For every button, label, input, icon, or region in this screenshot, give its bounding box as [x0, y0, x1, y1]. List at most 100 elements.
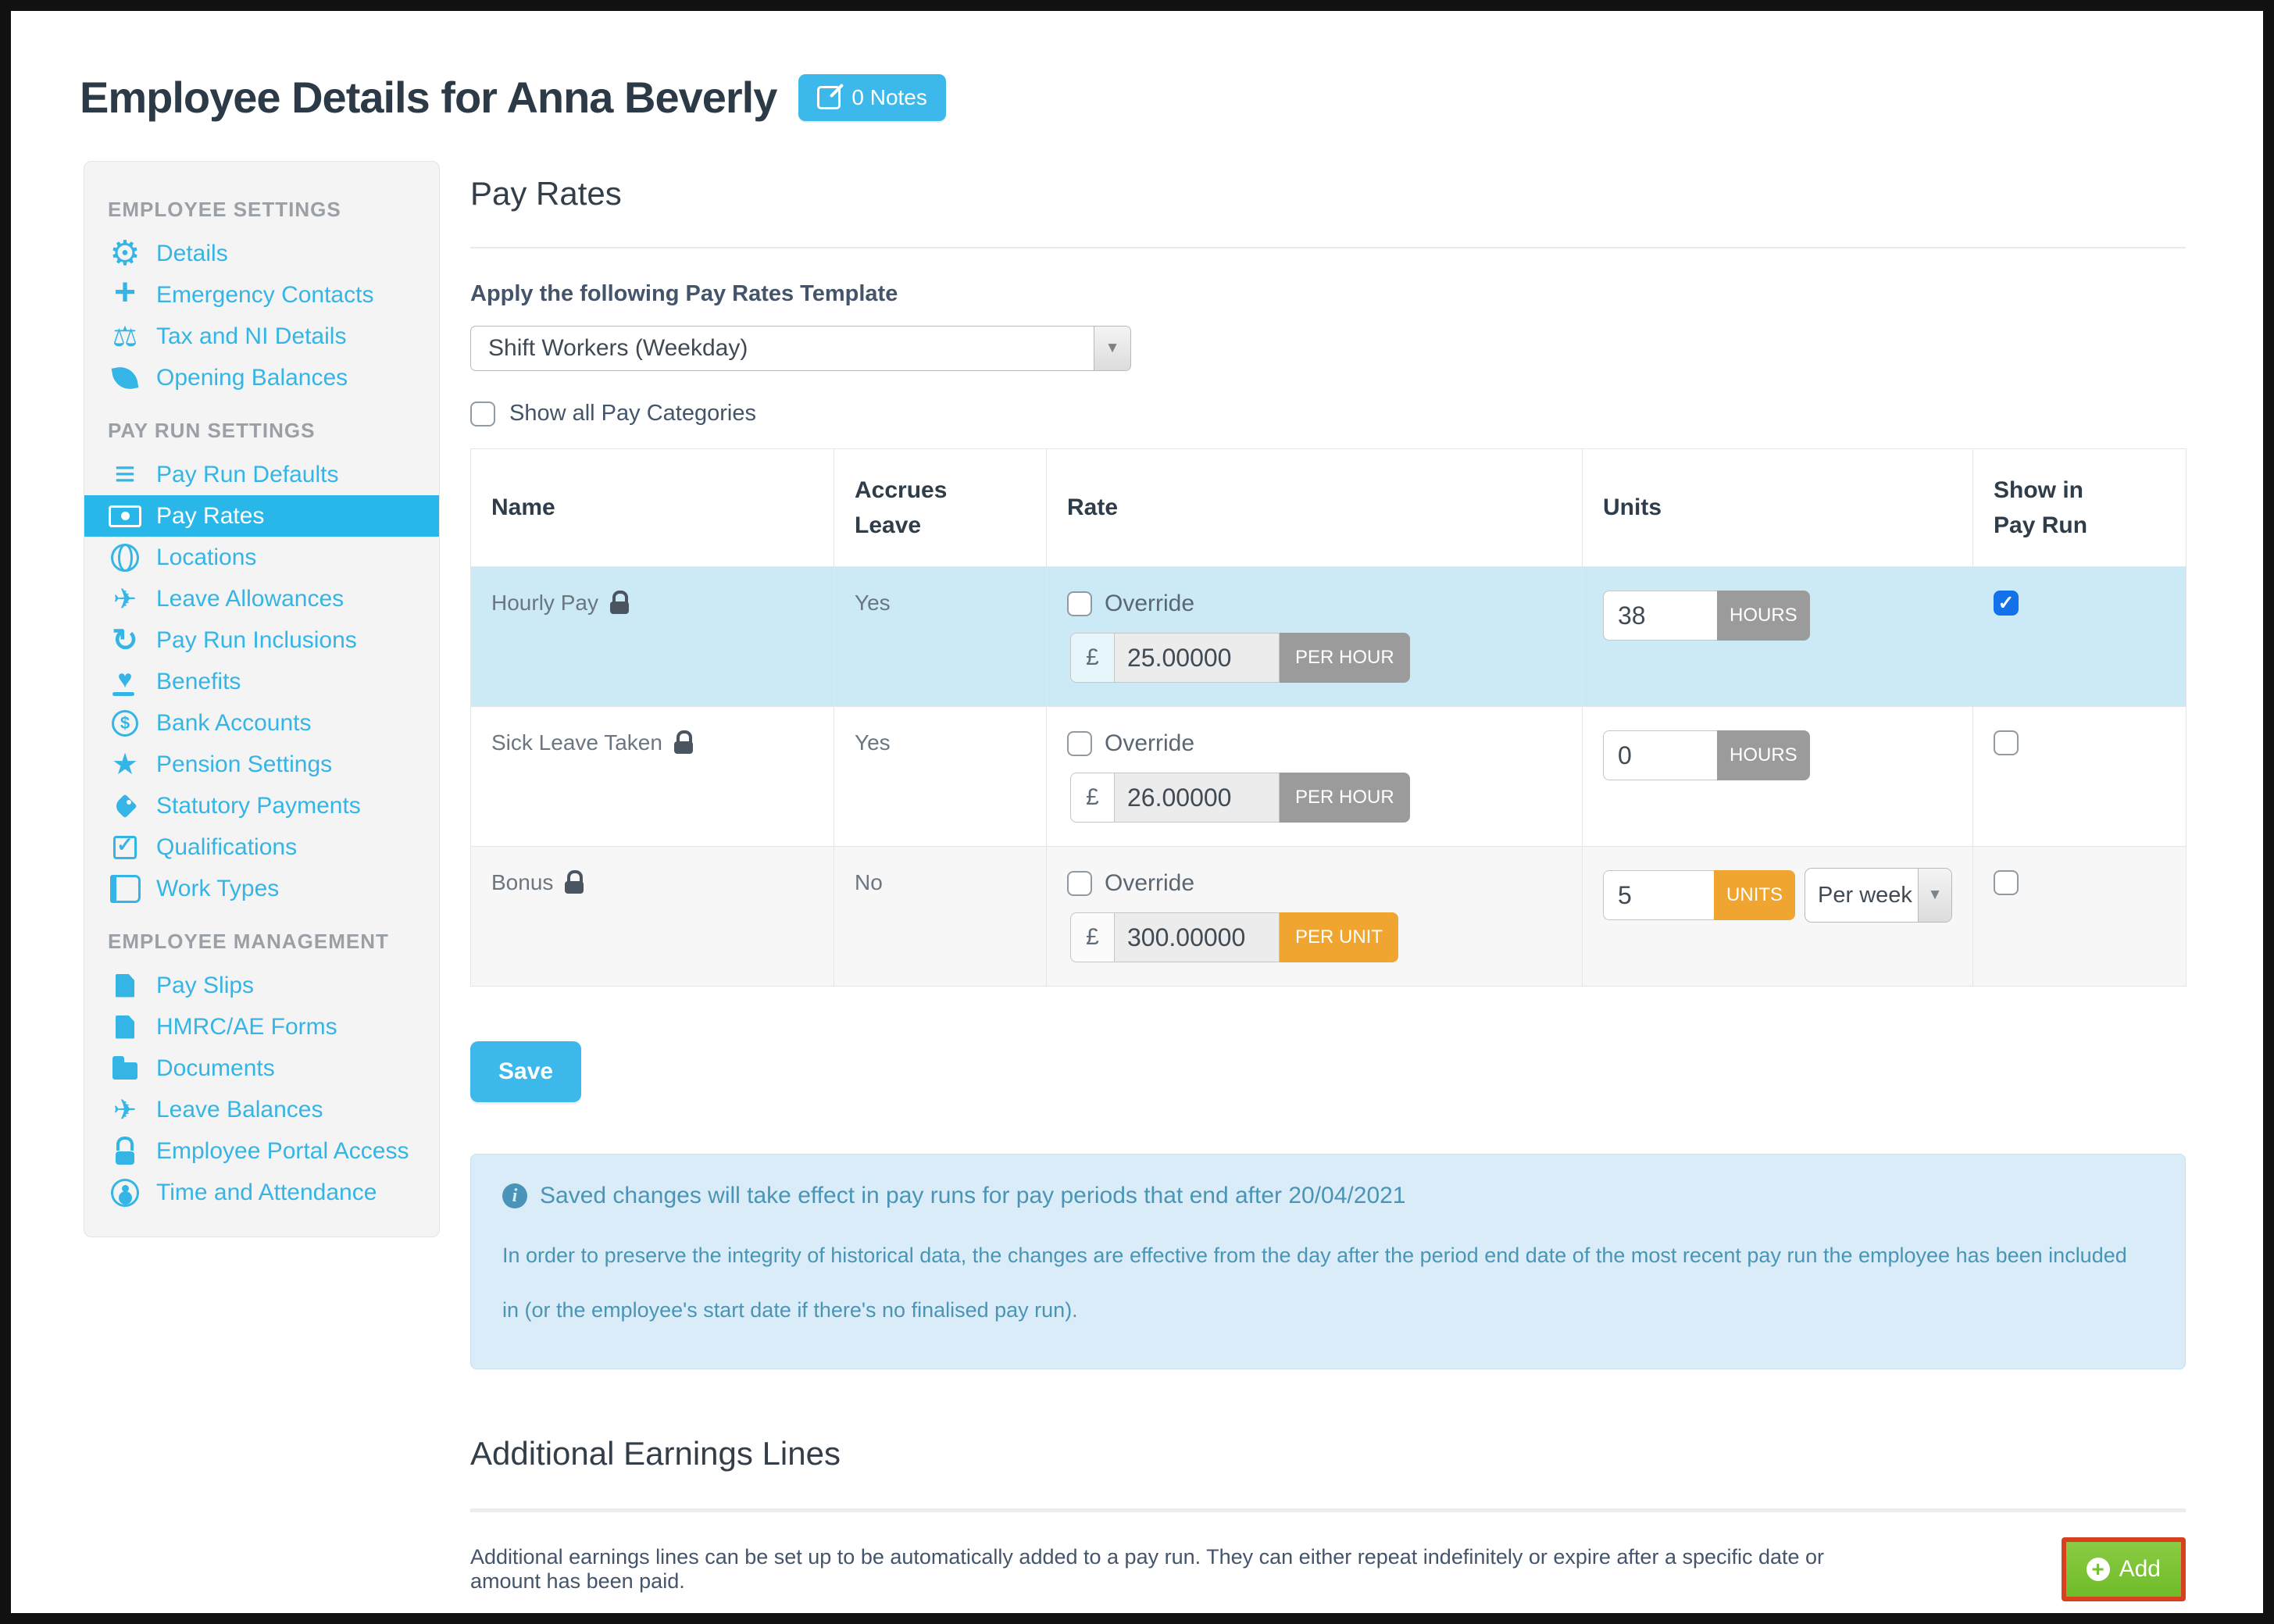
sidebar-item-pay-run-inclusions[interactable]: Pay Run Inclusions: [84, 619, 439, 661]
col-header-rate: Rate: [1046, 448, 1583, 567]
gear-icon: [108, 238, 142, 269]
pay-rates-template-select[interactable]: Shift Workers (Weekday) ▼: [470, 326, 1131, 371]
lock-icon: [108, 1136, 142, 1167]
plus-icon: [108, 280, 142, 311]
sidebar-item-statutory-payments[interactable]: Statutory Payments: [84, 785, 439, 826]
accrues-leave-value: No: [855, 870, 883, 894]
page-title: Employee Details for Anna Beverly: [80, 73, 777, 122]
show-in-pay-run-checkbox[interactable]: [1994, 591, 2019, 616]
units-input[interactable]: 0: [1603, 730, 1717, 780]
file-icon: [108, 1012, 142, 1043]
sidebar-item-benefits[interactable]: Benefits: [84, 661, 439, 702]
sidebar-item-locations[interactable]: Locations: [84, 537, 439, 578]
col-header-accrues-leave: Accrues Leave: [834, 448, 1047, 567]
plus-circle-icon: +: [2086, 1557, 2110, 1582]
info-box-title: Saved changes will take effect in pay ru…: [540, 1183, 1406, 1208]
sidebar-section-employee-management: EMPLOYEE MANAGEMENT: [108, 930, 389, 953]
edit-note-icon: [817, 85, 841, 109]
units-input-group: 0 HOURS: [1603, 730, 1952, 780]
sidebar: EMPLOYEE SETTINGS Details Emergency Cont…: [84, 161, 440, 1237]
check-square-icon: [108, 832, 142, 863]
rate-input[interactable]: 25.00000: [1114, 633, 1280, 683]
sidebar-item-hmrc-ae-forms[interactable]: HMRC/AE Forms: [84, 1006, 439, 1048]
table-row-hourly-pay: Hourly Pay Yes Override £ 25.00000: [470, 566, 2187, 707]
show-all-pay-categories-checkbox[interactable]: [470, 401, 495, 427]
notes-button-label: 0 Notes: [851, 84, 927, 109]
override-checkbox[interactable]: [1067, 871, 1092, 896]
sidebar-item-work-types[interactable]: Work Types: [84, 868, 439, 909]
lock-icon: [673, 730, 694, 755]
sidebar-item-pay-rates[interactable]: Pay Rates: [84, 495, 439, 537]
template-label: Apply the following Pay Rates Template: [470, 281, 898, 306]
pay-rates-heading: Pay Rates: [470, 175, 622, 212]
override-checkbox[interactable]: [1067, 731, 1092, 756]
sidebar-item-opening-balances[interactable]: Opening Balances: [84, 357, 439, 398]
currency-addon: £: [1070, 912, 1114, 962]
rate-unit-addon: PER UNIT: [1280, 912, 1399, 962]
sidebar-item-pay-run-defaults[interactable]: Pay Run Defaults: [84, 454, 439, 495]
additional-earnings-row: Additional earnings lines can be set up …: [470, 1537, 2186, 1602]
table-header-row: Name Accrues Leave Rate Units Show in Pa…: [470, 448, 2187, 567]
accrues-leave-value: Yes: [855, 591, 891, 615]
sidebar-item-documents[interactable]: Documents: [84, 1048, 439, 1089]
currency-addon: £: [1070, 633, 1114, 683]
additional-earnings-description: Additional earnings lines can be set up …: [470, 1545, 1825, 1594]
notes-button[interactable]: 0 Notes: [798, 73, 946, 121]
sidebar-item-bank-accounts[interactable]: Bank Accounts: [84, 702, 439, 744]
leaf-icon: [108, 362, 142, 394]
lock-icon: [609, 591, 630, 616]
sidebar-item-qualifications[interactable]: Qualifications: [84, 826, 439, 868]
add-earnings-line-button[interactable]: + Add: [2061, 1537, 2186, 1602]
units-input-group: 38 HOURS: [1603, 591, 1952, 641]
page-header: Employee Details for Anna Beverly 0 Note…: [80, 72, 946, 123]
table-row-bonus: Bonus No Override £ 300.00000: [470, 846, 2187, 987]
template-selected-value: Shift Workers (Weekday): [488, 335, 748, 361]
sidebar-item-details[interactable]: Details: [84, 233, 439, 274]
list-icon: [108, 459, 142, 491]
override-checkbox[interactable]: [1067, 591, 1092, 616]
col-header-units: Units: [1582, 448, 1973, 567]
folder-icon: [108, 1053, 142, 1084]
add-button-label: Add: [2119, 1556, 2161, 1583]
units-input[interactable]: 5: [1603, 870, 1715, 920]
currency-addon: £: [1070, 773, 1114, 823]
override-row: Override: [1067, 870, 1562, 897]
pay-category-name: Bonus: [491, 870, 813, 895]
rate-input-group: £ 26.00000 PER HOUR: [1070, 773, 1562, 823]
info-box-body: In order to preserve the integrity of hi…: [502, 1244, 2127, 1322]
sidebar-item-employee-portal-access[interactable]: Employee Portal Access: [84, 1130, 439, 1172]
additional-earnings-heading: Additional Earnings Lines: [470, 1435, 841, 1472]
rate-input[interactable]: 26.00000: [1114, 773, 1280, 823]
table-row-sick-leave-taken: Sick Leave Taken Yes Override £ 26.00000: [470, 706, 2187, 847]
globe-icon: [108, 542, 142, 573]
override-row: Override: [1067, 730, 1562, 757]
file-icon: [108, 970, 142, 1001]
show-in-pay-run-checkbox[interactable]: [1994, 870, 2019, 895]
divider: [470, 247, 2186, 248]
rate-input-group: £ 300.00000 PER UNIT: [1070, 912, 1562, 962]
rate-input-group: £ 25.00000 PER HOUR: [1070, 633, 1562, 683]
rate-input[interactable]: 300.00000: [1114, 912, 1280, 962]
employee-details-page: Employee Details for Anna Beverly 0 Note…: [11, 11, 2263, 1613]
chevron-down-icon[interactable]: ▼: [1094, 327, 1130, 370]
pay-rates-table: Name Accrues Leave Rate Units Show in Pa…: [470, 448, 2187, 987]
units-input[interactable]: 38: [1603, 591, 1717, 641]
sidebar-section-employee-settings: EMPLOYEE SETTINGS: [108, 198, 341, 221]
units-period-select[interactable]: Per week ▼: [1805, 868, 1952, 923]
show-in-pay-run-checkbox[interactable]: [1994, 730, 2019, 755]
show-all-pay-categories-row: Show all Pay Categories: [470, 401, 2186, 427]
refresh-icon: [108, 625, 142, 656]
sidebar-item-tax-and-ni-details[interactable]: Tax and NI Details: [84, 316, 439, 357]
sidebar-item-leave-balances[interactable]: Leave Balances: [84, 1089, 439, 1130]
plane-icon: [108, 1094, 142, 1126]
sidebar-item-emergency-contacts[interactable]: Emergency Contacts: [84, 274, 439, 316]
tag-icon: [108, 791, 142, 822]
scales-icon: [108, 321, 142, 352]
sidebar-item-pension-settings[interactable]: Pension Settings: [84, 744, 439, 785]
rate-unit-addon: PER HOUR: [1280, 633, 1410, 683]
sidebar-item-pay-slips[interactable]: Pay Slips: [84, 965, 439, 1006]
save-button[interactable]: Save: [470, 1041, 582, 1102]
pay-category-name: Hourly Pay: [491, 591, 813, 616]
sidebar-item-leave-allowances[interactable]: Leave Allowances: [84, 578, 439, 619]
sidebar-item-time-and-attendance[interactable]: Time and Attendance: [84, 1172, 439, 1213]
